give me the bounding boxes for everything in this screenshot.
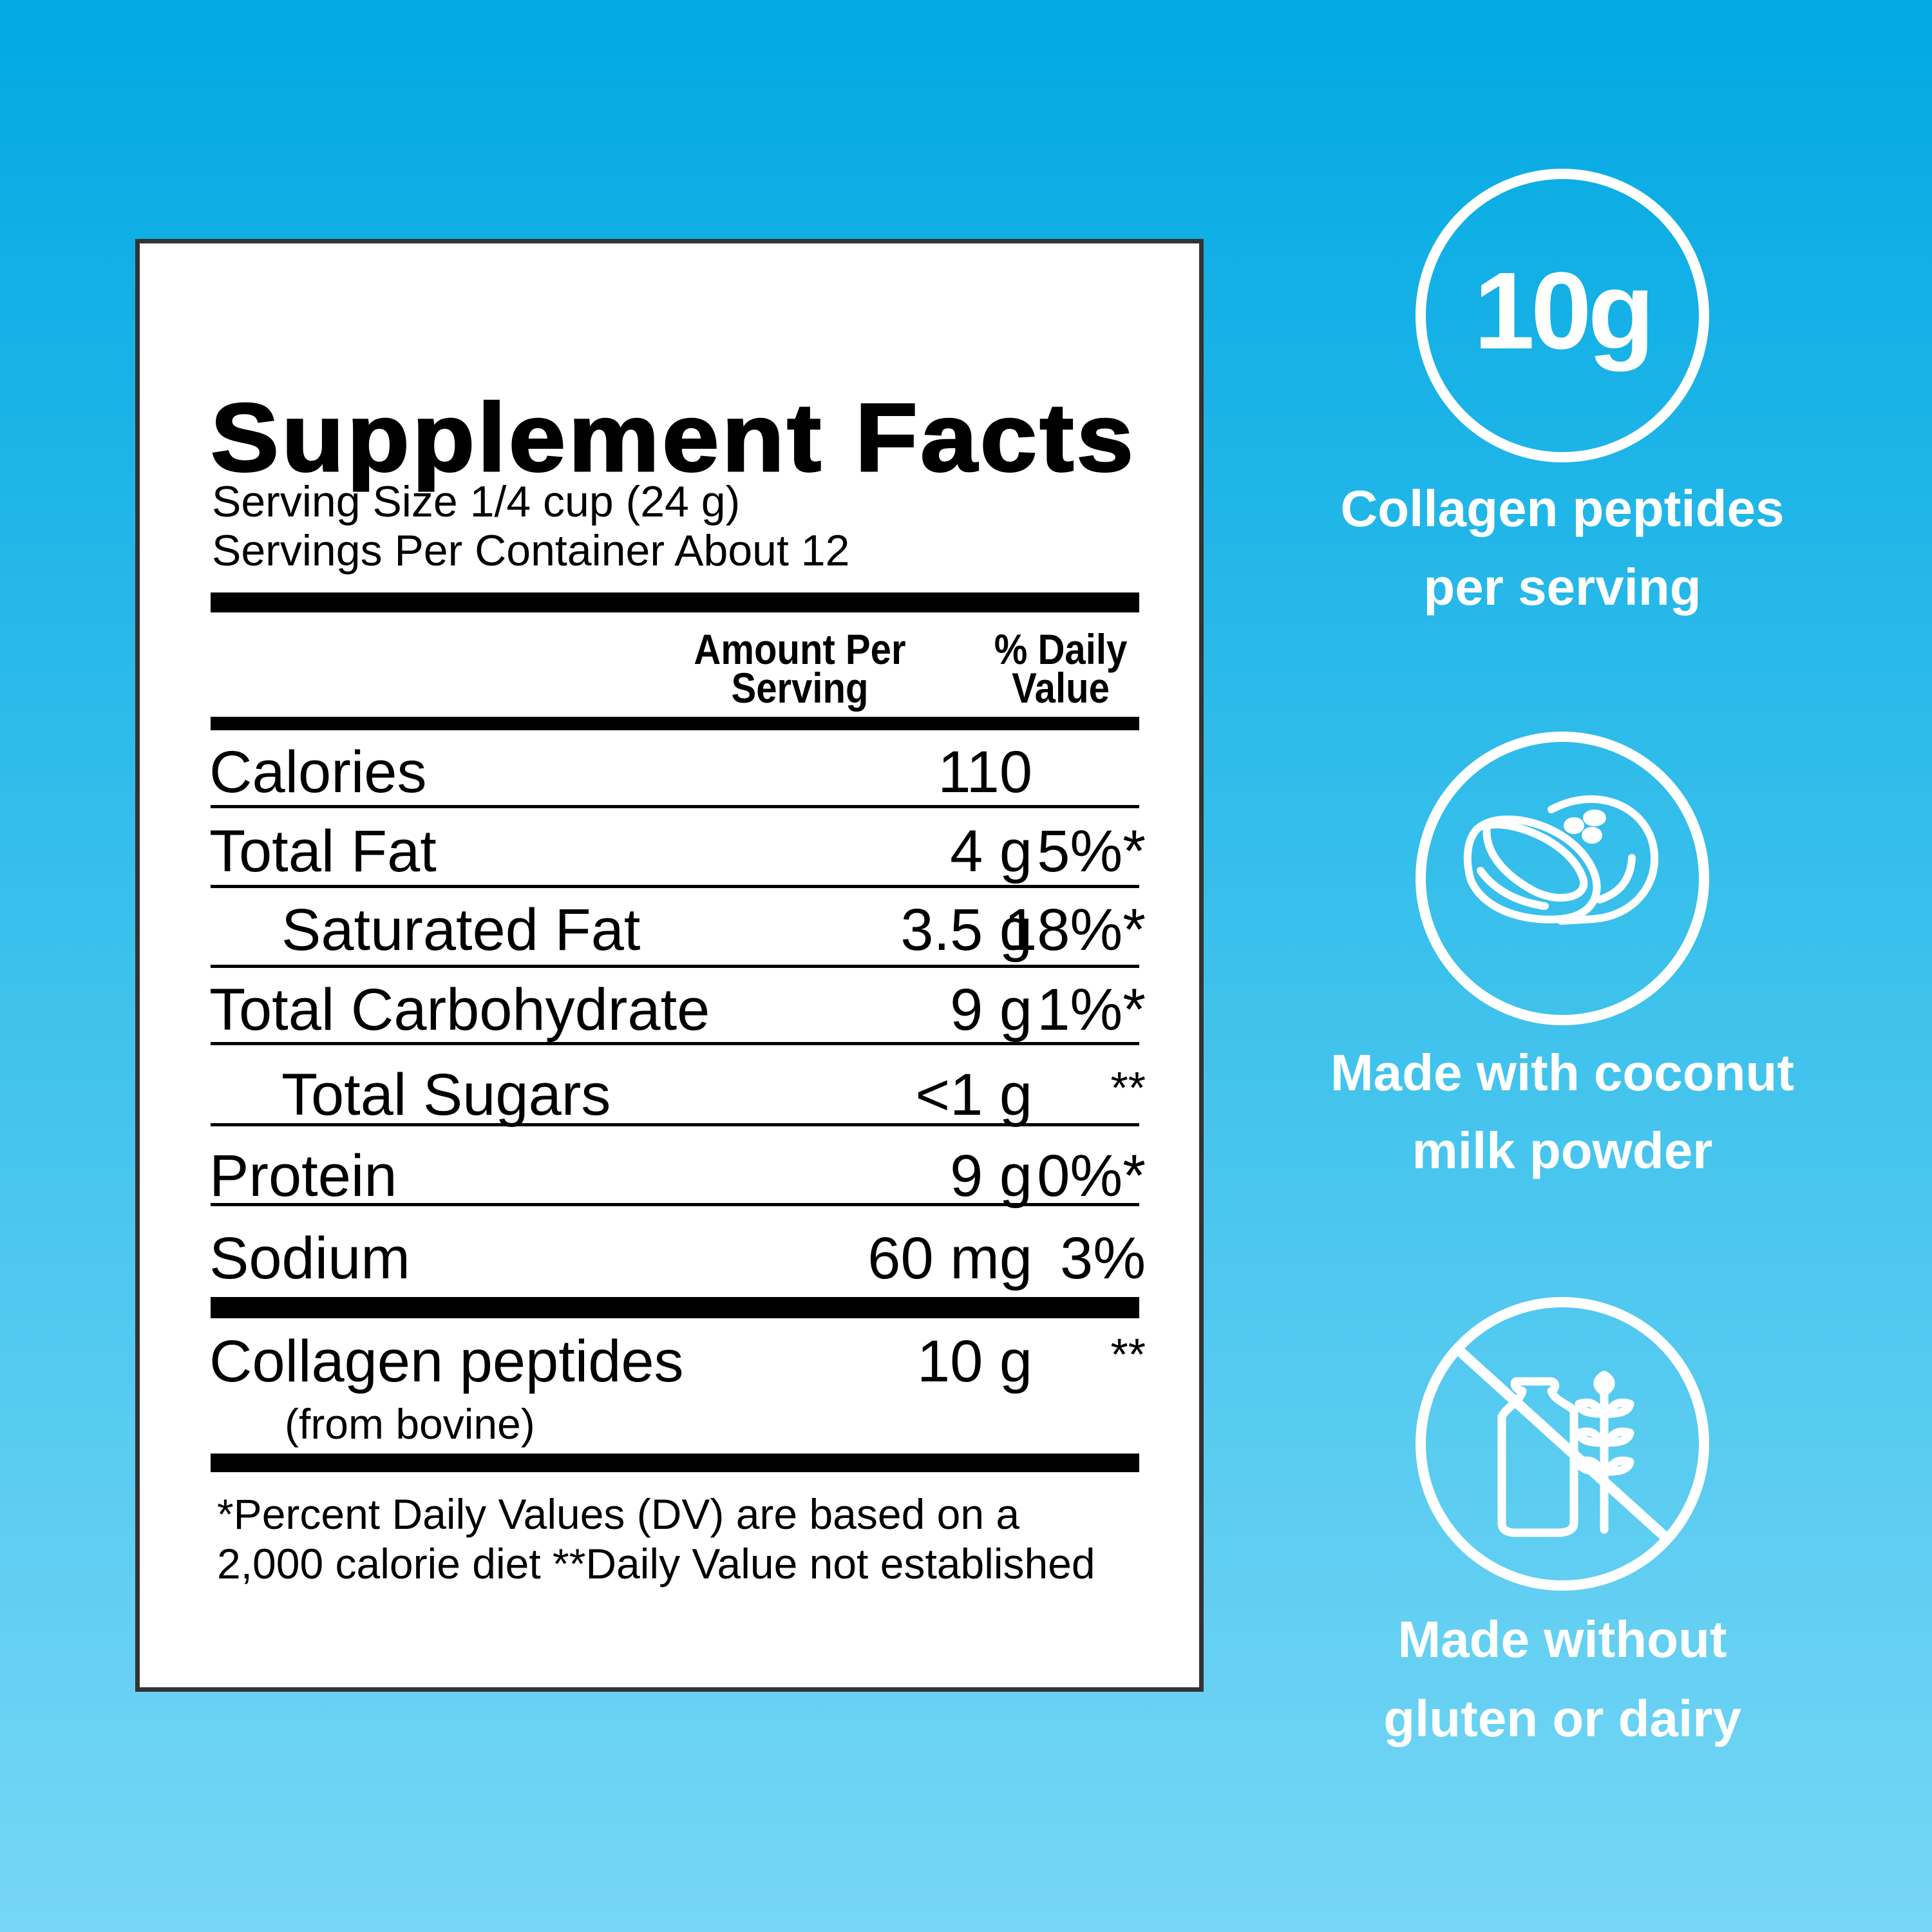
badge3-line2: gluten or dairy bbox=[1383, 1690, 1741, 1747]
nutrient-name: Saturated Fat bbox=[281, 897, 641, 963]
nutrient-amount: 60 mg bbox=[867, 1226, 1032, 1291]
collagen-amount-badge: 10g bbox=[1473, 250, 1655, 372]
badge1-line1: Collagen peptides bbox=[1340, 480, 1785, 537]
nutrient-daily-value: 18%* bbox=[1004, 897, 1146, 963]
prohibition-slash bbox=[1456, 1347, 1669, 1541]
nutrient-name: Total Fat bbox=[209, 819, 437, 884]
header-daily-value: % Daily Value bbox=[976, 625, 1146, 712]
nutrient-amount: 3.5 g bbox=[900, 897, 1032, 963]
no-gluten-dairy-icon bbox=[1456, 1347, 1669, 1541]
header-dv-line1: % Daily bbox=[994, 625, 1128, 673]
nutrient-amount: 110 bbox=[938, 739, 1032, 805]
collagen-dv: ** bbox=[1110, 1329, 1146, 1379]
header-dv-line2: Value bbox=[1012, 664, 1110, 712]
serving-size: Serving Size 1/4 cup (24 g) bbox=[212, 477, 741, 526]
badge2-line2: milk powder bbox=[1412, 1122, 1713, 1179]
divider-thick bbox=[211, 717, 1139, 730]
nutrient-daily-value: 5%* bbox=[1037, 819, 1146, 884]
footnote-line1: *Percent Daily Values (DV) are based on … bbox=[217, 1490, 1020, 1538]
divider-thin bbox=[211, 965, 1139, 968]
nutrient-name: Calories bbox=[209, 739, 427, 805]
divider-thin bbox=[211, 1042, 1139, 1045]
badge1-line2: per serving bbox=[1423, 558, 1701, 616]
collagen-source: (from bovine) bbox=[285, 1400, 535, 1448]
nutrient-name: Sodium bbox=[209, 1226, 410, 1291]
collagen-amount: 10 g bbox=[916, 1329, 1032, 1394]
divider-thin bbox=[211, 1123, 1139, 1126]
divider-thick bbox=[211, 1297, 1139, 1318]
nutrient-name: Total Carbohydrate bbox=[209, 977, 710, 1043]
no-gluten-dairy-badge-circle bbox=[1416, 1297, 1709, 1591]
header-amount: Amount Per Serving bbox=[681, 625, 919, 712]
header-amount-line1: Amount Per bbox=[694, 625, 906, 673]
servings-per-container: Servings Per Container About 12 bbox=[212, 526, 850, 575]
milk-bottle-icon bbox=[1497, 1377, 1578, 1537]
coconut-badge-circle bbox=[1416, 732, 1709, 1025]
nutrient-daily-value: 1%* bbox=[1037, 977, 1146, 1043]
nutrient-amount: <1 g bbox=[915, 1062, 1032, 1128]
nutrient-daily-value: ** bbox=[1110, 1063, 1146, 1113]
facts-title: Supplement Facts bbox=[209, 383, 1137, 493]
header-amount-line2: Serving bbox=[731, 664, 869, 712]
nutrient-daily-value: 3% bbox=[1060, 1226, 1146, 1291]
divider-thick bbox=[211, 1454, 1139, 1472]
divider-thin bbox=[211, 1203, 1139, 1206]
coconut-icon bbox=[1463, 795, 1659, 925]
divider-thin bbox=[211, 805, 1139, 808]
nutrient-name: Total Sugars bbox=[281, 1062, 611, 1128]
badge3-line1: Made without bbox=[1397, 1611, 1727, 1668]
collagen-badge-circle: 10g bbox=[1416, 169, 1709, 462]
divider-thick bbox=[211, 592, 1139, 612]
nutrient-daily-value: 0%* bbox=[1037, 1143, 1146, 1209]
nutrient-name: Protein bbox=[209, 1143, 397, 1209]
divider-thin bbox=[211, 885, 1139, 888]
supplement-facts-panel: Supplement Facts Serving Size 1/4 cup (2… bbox=[135, 239, 1204, 1692]
nutrient-amount: 9 g bbox=[950, 977, 1032, 1043]
collagen-name: Collagen peptides bbox=[209, 1329, 684, 1394]
nutrient-amount: 9 g bbox=[950, 1143, 1032, 1209]
badge2-line1: Made with coconut bbox=[1331, 1044, 1794, 1101]
wheat-icon bbox=[1575, 1370, 1634, 1534]
footnote-line2: 2,000 calorie diet **Daily Value not est… bbox=[217, 1540, 1095, 1587]
nutrient-amount: 4 g bbox=[950, 819, 1032, 884]
